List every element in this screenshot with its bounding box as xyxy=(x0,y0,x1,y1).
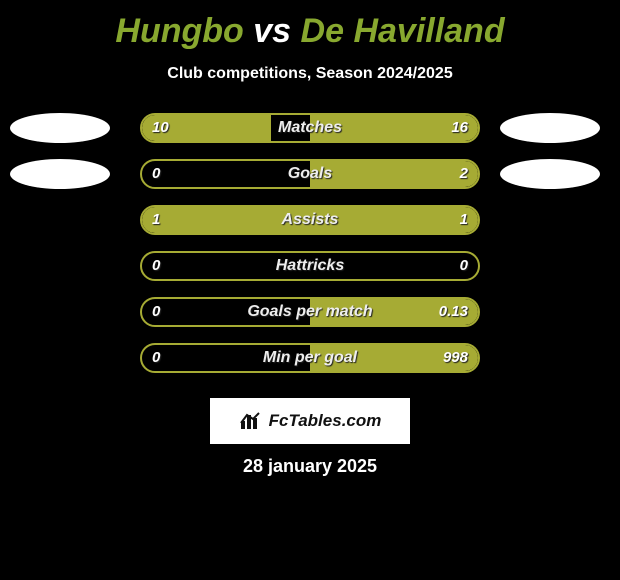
stat-bar: 00Hattricks xyxy=(140,251,480,281)
stat-row: 00Hattricks xyxy=(0,251,620,297)
stat-row: 0998Min per goal xyxy=(0,343,620,389)
player1-badge xyxy=(10,159,110,189)
player2-badge xyxy=(500,159,600,189)
stat-label: Hattricks xyxy=(142,253,478,279)
stat-row: 1016Matches xyxy=(0,113,620,159)
stat-label: Goals xyxy=(142,161,478,187)
fctables-chart-icon xyxy=(239,411,263,431)
stat-label: Min per goal xyxy=(142,345,478,371)
player2-badge xyxy=(500,113,600,143)
comparison-title: Hungbo vs De Havilland xyxy=(0,0,620,51)
stat-row: 00.13Goals per match xyxy=(0,297,620,343)
stat-label: Assists xyxy=(142,207,478,233)
stat-bar: 11Assists xyxy=(140,205,480,235)
stat-bar: 02Goals xyxy=(140,159,480,189)
stat-bar: 1016Matches xyxy=(140,113,480,143)
stat-label: Goals per match xyxy=(142,299,478,325)
player2-name: De Havilland xyxy=(301,12,505,50)
stat-rows: 1016Matches 02Goals 11Assists 00Hattricks 00… xyxy=(0,113,620,389)
stat-row: 02Goals xyxy=(0,159,620,205)
fctables-logo: FcTables.com xyxy=(210,398,410,444)
player1-name: Hungbo xyxy=(115,12,243,50)
stat-bar: 00.13Goals per match xyxy=(140,297,480,327)
stat-label: Matches xyxy=(142,115,478,141)
vs-text: vs xyxy=(253,12,291,50)
subtitle: Club competitions, Season 2024/2025 xyxy=(0,65,620,83)
date-text: 28 january 2025 xyxy=(0,456,620,477)
fctables-logo-text: FcTables.com xyxy=(269,411,382,431)
stat-row: 11Assists xyxy=(0,205,620,251)
player1-badge xyxy=(10,113,110,143)
stat-bar: 0998Min per goal xyxy=(140,343,480,373)
